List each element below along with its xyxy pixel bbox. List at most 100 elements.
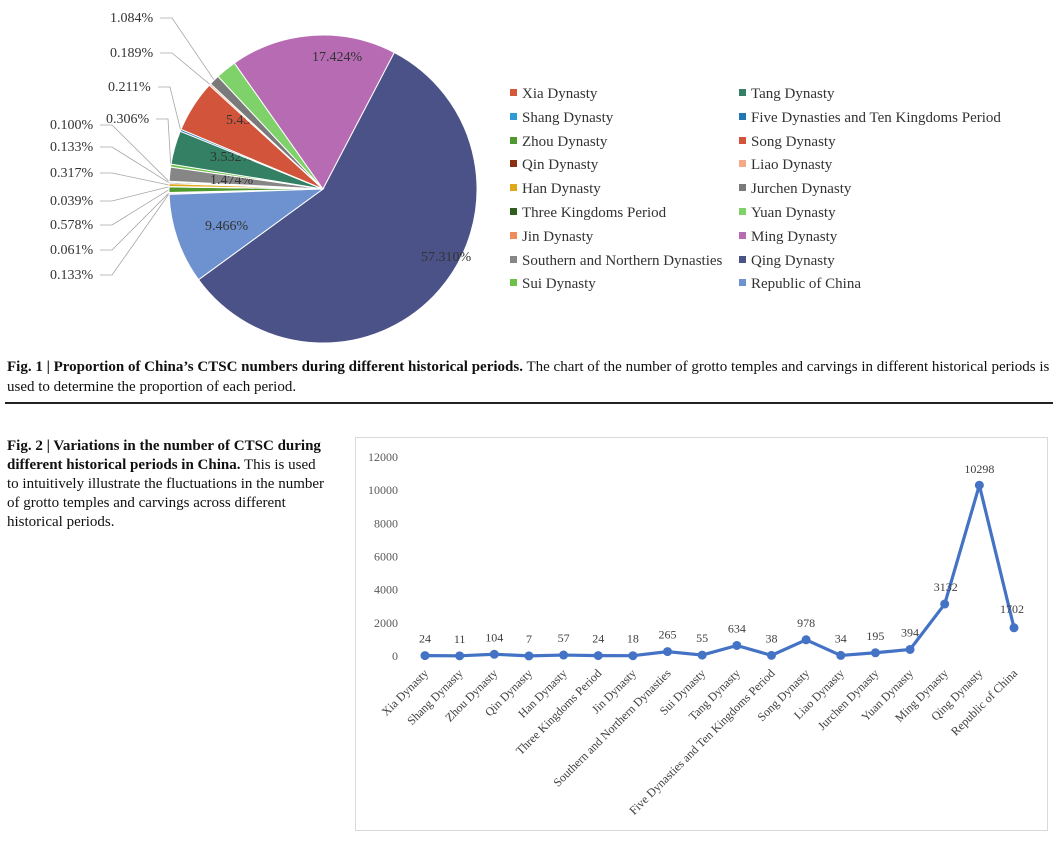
legend-swatch: [739, 112, 746, 120]
legend-swatch: [510, 112, 517, 120]
pie-label-xia-dynasty: 0.133%: [50, 268, 94, 283]
pie-leader-jurchen-dynasty: [160, 17, 215, 81]
legend-swatch: [510, 255, 517, 263]
data-point-southern-and-northern-dynasties: [663, 647, 673, 657]
legend-item-zhou-dynasty: Zhou Dynasty: [510, 132, 607, 152]
pie-chart: 0.133% 0.061% 0.578% 0.039% 0.317% 0.133% 0.10…: [50, 11, 478, 344]
pie-label-zhou-dynasty: 0.578%: [50, 218, 94, 233]
data-label-ming-dynasty: 3132: [934, 580, 958, 594]
legend-label: Qing Dynasty: [751, 252, 835, 269]
data-label-three-kingdoms-period: 24: [592, 632, 604, 646]
fig1-caption-title: Fig. 1 | Proportion of China’s CTSC numb…: [7, 359, 523, 375]
y-tick-label: 0: [392, 649, 398, 663]
legend-item-song-dynasty: Song Dynasty: [739, 132, 836, 152]
legend-label: Yuan Dynasty: [751, 205, 836, 221]
data-point-han-dynasty: [559, 650, 569, 660]
data-label-han-dynasty: 57: [558, 631, 570, 645]
x-tick-label-jurchen-dynasty: Jurchen Dynasty: [815, 666, 882, 733]
pie-leader-jin-dynasty: [100, 124, 170, 182]
fig2-caption: Fig. 2 | Variations in the number of CTS…: [7, 437, 329, 532]
pie-label-liao-dynasty: 0.189%: [110, 46, 154, 61]
data-point-qing-dynasty: [974, 480, 984, 490]
data-point-jurchen-dynasty: [870, 648, 880, 658]
legend-item-tang-dynasty: Tang Dynasty: [739, 84, 835, 104]
legend-item-xia-dynasty: Xia Dynasty: [510, 84, 597, 104]
data-point-five-dynasties-and-ten-kingdoms-period: [766, 650, 776, 660]
data-point-yuan-dynasty: [905, 644, 915, 654]
legend-label: Qin Dynasty: [522, 157, 599, 174]
legend-item-qin-dynasty: Qin Dynasty: [510, 155, 598, 175]
pie-leader-qin-dynasty: [100, 186, 170, 202]
y-tick-label: 4000: [374, 583, 398, 597]
data-label-song-dynasty: 978: [797, 616, 815, 630]
legend-swatch: [739, 255, 746, 263]
legend-label: Xia Dynasty: [522, 86, 598, 102]
legend-item-qing-dynasty: Qing Dynasty: [739, 251, 835, 271]
line-chart-frame: 0 2000 4000 6000 8000 10000 12000 24 Xia Dynasty…: [355, 437, 1048, 831]
pie-leader-han-dynasty: [100, 172, 170, 186]
section-divider: [5, 402, 1053, 404]
legend-label: Han Dynasty: [522, 181, 601, 198]
y-tick-label: 10000: [368, 483, 398, 497]
pie-label-ming-dynasty: 17.424%: [312, 50, 363, 65]
pie-leader-lines: [100, 17, 215, 276]
legend-swatch: [739, 184, 746, 192]
legend-swatch: [739, 89, 746, 96]
legend-swatch: [510, 231, 517, 239]
data-point-three-kingdoms-period: [593, 651, 603, 661]
data-label-liao-dynasty: 34: [835, 631, 847, 645]
legend-item-liao-dynasty: Liao Dynasty: [739, 155, 832, 175]
pie-label-jin-dynasty: 0.100%: [50, 118, 94, 133]
pie-label-republic-of-china: 9.466%: [205, 219, 249, 234]
data-label-republic-of-china: 1702: [1000, 602, 1024, 616]
pie-slice-qing-dynasty: [197, 51, 478, 344]
legend-item-han-dynasty: Han Dynasty: [510, 179, 601, 199]
legend-item-republic-of-china: Republic of China: [739, 274, 861, 294]
series-line: [424, 483, 1016, 658]
data-point-sui-dynasty: [697, 650, 707, 660]
data-label-jurchen-dynasty: 195: [866, 629, 884, 643]
legend-swatch: [510, 184, 517, 192]
data-point-qin-dynasty: [524, 651, 534, 661]
legend-label: Three Kingdoms Period: [522, 205, 667, 221]
data-label-qin-dynasty: 7: [526, 632, 532, 646]
legend-label: Five Dynasties and Ten Kingdoms Period: [751, 109, 1001, 126]
legend-label: Southern and Northern Dynasties: [522, 252, 723, 269]
pie-leader-five-dynasties-and-ten-kingdoms-period: [158, 86, 182, 131]
y-tick-label: 12000: [368, 450, 398, 464]
legend-swatch: [739, 279, 746, 287]
data-label-southern-and-northern-dynasties: 265: [659, 628, 677, 642]
pie-leader-xia-dynasty: [100, 193, 170, 276]
pie-leader-three-kingdoms-period: [100, 146, 170, 184]
data-point-republic-of-china: [1009, 623, 1019, 633]
data-point-ming-dynasty: [940, 599, 950, 609]
legend-label: Song Dynasty: [751, 133, 836, 150]
data-point-tang-dynasty: [732, 640, 742, 650]
fig1-caption-text: The chart of the number of grotto temple…: [7, 359, 1050, 395]
data-label-five-dynasties-and-ten-kingdoms-period: 38: [765, 631, 777, 645]
data-label-shang-dynasty: 11: [454, 632, 466, 646]
data-point-zhou-dynasty: [489, 649, 499, 659]
legend-label: Republic of China: [751, 276, 861, 293]
pie-label-sui-dynasty: 0.306%: [106, 112, 150, 127]
pie-leader-shang-dynasty: [100, 192, 170, 251]
pie-slice-republic-of-china: [168, 188, 325, 281]
data-point-xia-dynasty: [420, 651, 430, 661]
data-point-liao-dynasty: [836, 650, 846, 660]
legend-label: Tang Dynasty: [751, 86, 835, 102]
y-tick-label: 2000: [374, 616, 398, 630]
legend-item-three-kingdoms-period: Three Kingdoms Period: [510, 203, 666, 223]
legend-item-shang-dynasty: Shang Dynasty: [510, 108, 613, 128]
fig2-caption-title: Fig. 2 | Variations in the number of CTS…: [7, 438, 321, 473]
pie-label-qing-dynasty: 57.310%: [421, 250, 472, 265]
legend-swatch: [739, 160, 746, 168]
y-tick-label: 6000: [374, 550, 398, 564]
legend-swatch: [510, 136, 517, 144]
legend-item-jurchen-dynasty: Jurchen Dynasty: [739, 179, 851, 199]
data-label-jin-dynasty: 18: [627, 632, 639, 646]
pie-label-qin-dynasty: 0.039%: [50, 194, 94, 209]
pie-label-jurchen-dynasty: 1.084%: [110, 11, 154, 26]
pie-leader-liao-dynasty: [160, 52, 211, 85]
legend-item-ming-dynasty: Ming Dynasty: [739, 227, 837, 247]
